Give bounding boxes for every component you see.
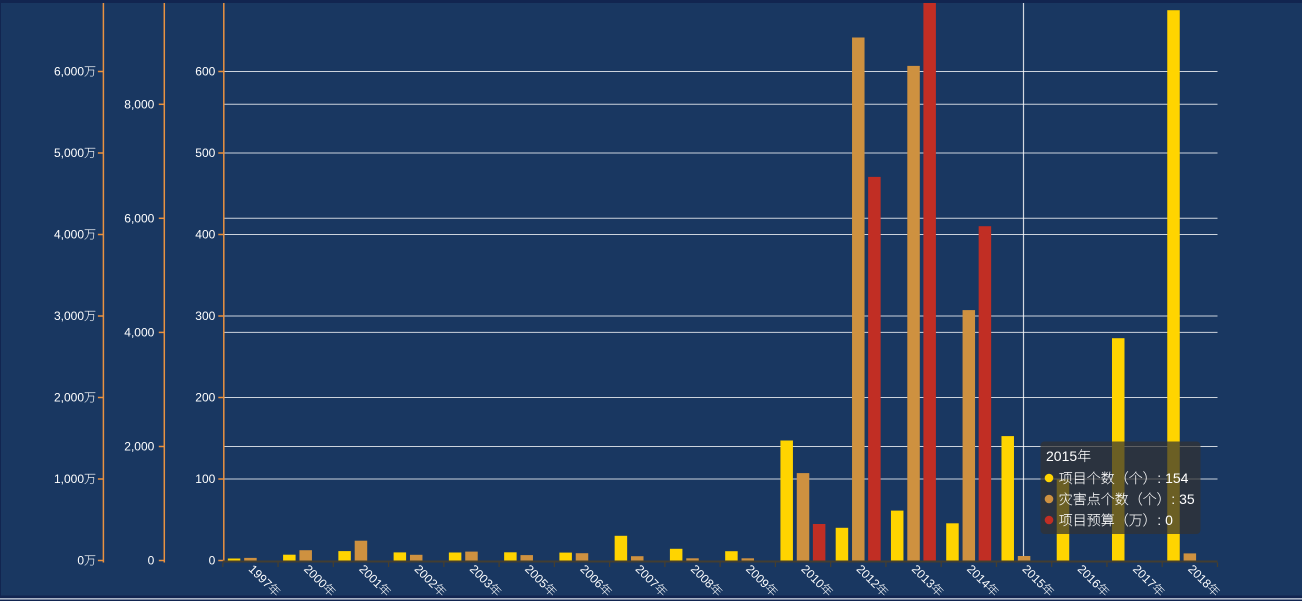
svg-text:200: 200 [195, 391, 215, 405]
svg-text:600: 600 [195, 65, 215, 79]
svg-text:5,000: 5,000 [54, 146, 84, 160]
svg-text:100: 100 [195, 472, 215, 486]
svg-text:500: 500 [195, 146, 215, 160]
svg-text:: 35: : 35 [1171, 491, 1195, 507]
svg-text:4,000: 4,000 [54, 228, 84, 242]
svg-text:: 154: : 154 [1157, 470, 1188, 486]
svg-text:3,000: 3,000 [54, 309, 84, 323]
svg-text:8,000: 8,000 [124, 97, 154, 111]
svg-text:: 0: : 0 [1157, 512, 1173, 528]
svg-text:0: 0 [77, 554, 84, 568]
svg-text:2015: 2015 [1046, 448, 1077, 464]
svg-text:4,000: 4,000 [124, 325, 154, 339]
svg-text:400: 400 [195, 228, 215, 242]
svg-text:2,000: 2,000 [124, 440, 154, 454]
svg-text:0: 0 [209, 554, 216, 568]
svg-text:1,000: 1,000 [54, 472, 84, 486]
svg-text:6,000: 6,000 [54, 65, 84, 79]
svg-text:300: 300 [195, 309, 215, 323]
svg-text:0: 0 [148, 554, 155, 568]
svg-text:2,000: 2,000 [54, 391, 84, 405]
svg-text:6,000: 6,000 [124, 211, 154, 225]
